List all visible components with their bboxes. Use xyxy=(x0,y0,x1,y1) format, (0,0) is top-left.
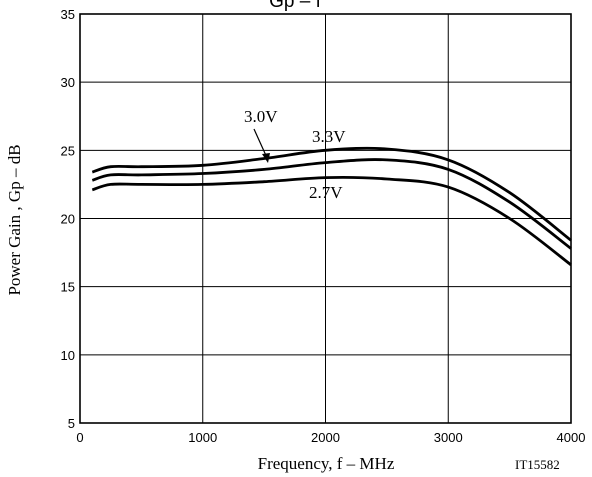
y-tick-labels: 5 10 15 20 25 30 35 xyxy=(61,7,75,431)
series-label-2-7v: 2.7V xyxy=(309,183,343,202)
series-label-3-0v: 3.0V xyxy=(244,107,278,126)
series-line-2-7v xyxy=(91,175,572,267)
x-axis-label: Frequency, f – MHz xyxy=(258,454,395,473)
grid xyxy=(79,13,572,424)
plot-frame xyxy=(79,13,572,424)
y-tick-label: 10 xyxy=(61,348,75,363)
series-label-3-0v-arrowhead xyxy=(262,153,270,163)
x-tick-label: 2000 xyxy=(311,430,340,445)
series-label-3-3v: 3.3V xyxy=(312,127,346,146)
y-tick-label: 20 xyxy=(61,212,75,227)
y-tick-label: 35 xyxy=(61,7,75,22)
x-tick-label: 0 xyxy=(76,430,83,445)
y-tick-label: 30 xyxy=(61,75,75,90)
x-tick-labels: 0 1000 2000 3000 4000 xyxy=(76,430,585,445)
series-lines xyxy=(91,146,572,267)
y-axis-label: Power Gain , Gp – dB xyxy=(5,144,24,295)
y-tick-label: 15 xyxy=(61,280,75,295)
series-line-3-0v xyxy=(91,158,572,250)
y-tick-label: 5 xyxy=(68,416,75,431)
x-tick-label: 4000 xyxy=(557,430,586,445)
annotations: 3.0V 3.3V 2.7V xyxy=(244,107,346,202)
series-line-3-3v xyxy=(91,146,572,242)
y-tick-label: 25 xyxy=(61,143,75,158)
chart-title: Gp – f xyxy=(269,0,321,12)
figure-code: IT15582 xyxy=(515,457,560,472)
x-tick-label: 3000 xyxy=(434,430,463,445)
x-tick-label: 1000 xyxy=(188,430,217,445)
